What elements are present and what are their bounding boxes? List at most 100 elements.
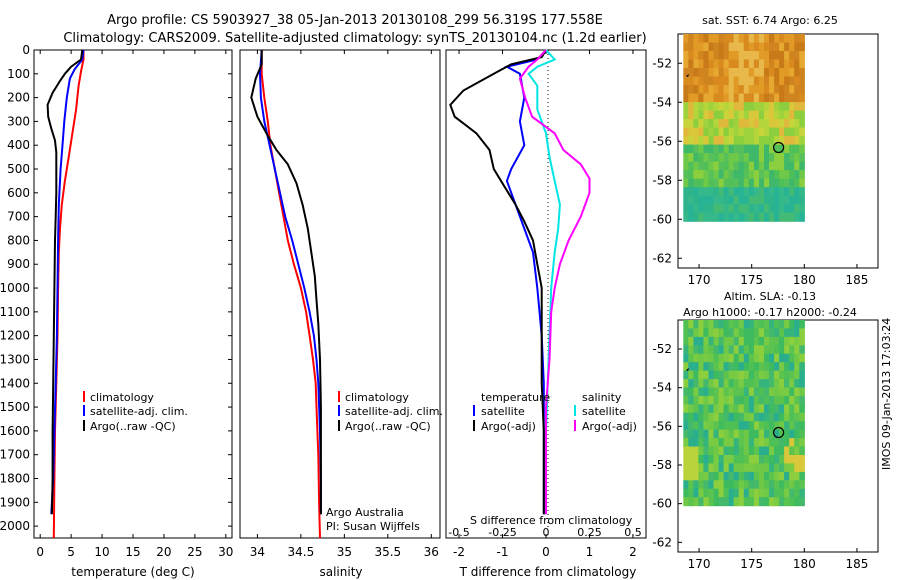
map-cell bbox=[758, 42, 765, 52]
map-cell bbox=[683, 110, 689, 120]
map-cell bbox=[708, 488, 715, 498]
map-cell bbox=[688, 34, 694, 44]
map-cell bbox=[789, 387, 795, 397]
map-cell bbox=[708, 153, 715, 163]
map-cell bbox=[693, 178, 699, 188]
temperature-tick-label: 15 bbox=[125, 545, 140, 559]
map-cell bbox=[728, 195, 735, 205]
map-cell bbox=[693, 480, 699, 490]
map-cell bbox=[784, 187, 790, 197]
map-cell bbox=[708, 34, 715, 44]
map-cell bbox=[779, 387, 785, 397]
map-cell bbox=[789, 429, 795, 439]
map-cell bbox=[688, 42, 694, 52]
map-cell bbox=[799, 76, 805, 86]
map-cell bbox=[794, 480, 800, 490]
lon-tick-label: 175 bbox=[740, 557, 763, 571]
map-cell bbox=[764, 170, 770, 180]
map-cell bbox=[703, 161, 709, 171]
map-cell bbox=[723, 153, 730, 163]
temperature-tick-label: 25 bbox=[187, 545, 202, 559]
map-cell bbox=[733, 59, 740, 69]
map-cell bbox=[789, 320, 795, 329]
map-cell bbox=[728, 34, 735, 44]
map-cell bbox=[693, 102, 699, 112]
map-cell bbox=[723, 136, 730, 146]
map-cell bbox=[723, 42, 730, 52]
map-cell bbox=[774, 370, 780, 380]
map-cell bbox=[693, 345, 699, 355]
map-cell bbox=[743, 404, 750, 414]
map-cell bbox=[708, 110, 715, 120]
map-cell bbox=[748, 195, 755, 205]
map-cell bbox=[688, 85, 694, 95]
map-cell bbox=[728, 480, 735, 490]
lon-tick-label: 170 bbox=[688, 557, 711, 571]
map-cell bbox=[738, 480, 745, 490]
map-cell bbox=[713, 446, 720, 456]
map-cell bbox=[713, 362, 720, 372]
map-cell bbox=[789, 471, 795, 481]
map-cell bbox=[764, 446, 770, 456]
map-cell bbox=[693, 170, 699, 180]
map-cell bbox=[703, 438, 709, 448]
map-cell bbox=[703, 353, 709, 363]
map-cell bbox=[794, 51, 800, 61]
map-cell bbox=[733, 161, 740, 171]
map-cell bbox=[723, 161, 730, 171]
map-cell bbox=[769, 480, 775, 490]
map-cell bbox=[799, 42, 805, 52]
map-cell bbox=[758, 455, 765, 464]
map-cell bbox=[784, 387, 790, 397]
map-cell bbox=[784, 429, 790, 439]
map-cell bbox=[769, 59, 775, 69]
map-cell bbox=[769, 127, 775, 137]
t-diff-tick-label: -2 bbox=[453, 545, 465, 559]
map-cell bbox=[758, 187, 765, 197]
map-cell bbox=[733, 353, 740, 363]
map-cell bbox=[784, 127, 790, 137]
map-cell bbox=[683, 42, 689, 52]
map-cell bbox=[708, 76, 715, 86]
map-cell bbox=[688, 68, 694, 78]
map-cell bbox=[693, 395, 699, 405]
map-cell bbox=[738, 102, 745, 112]
map-cell bbox=[758, 353, 765, 363]
map-cell bbox=[799, 421, 805, 431]
map-cell bbox=[718, 345, 725, 355]
map-cell bbox=[748, 320, 755, 329]
map-cell bbox=[748, 488, 755, 498]
map-cell bbox=[713, 404, 720, 414]
map-cell bbox=[748, 480, 755, 490]
map-cell bbox=[728, 59, 735, 69]
map-cell bbox=[703, 387, 709, 397]
map-cell bbox=[733, 204, 740, 214]
map-cell bbox=[713, 438, 720, 448]
map-cell bbox=[743, 136, 750, 146]
map-cell bbox=[794, 119, 800, 129]
map-cell bbox=[764, 345, 770, 355]
map-cell bbox=[789, 353, 795, 363]
map-cell bbox=[718, 102, 725, 112]
map-cell bbox=[693, 336, 699, 346]
map-cell bbox=[779, 345, 785, 355]
map-cell bbox=[784, 438, 790, 448]
salinity-tick-label: 34.5 bbox=[288, 545, 315, 559]
map-cell bbox=[758, 212, 765, 222]
map-cell bbox=[753, 144, 760, 154]
map-cell bbox=[698, 119, 704, 129]
map-cell bbox=[799, 178, 805, 188]
map-cell bbox=[774, 463, 780, 473]
map-cell bbox=[743, 497, 750, 507]
map-cell bbox=[753, 463, 760, 473]
map-cell bbox=[753, 170, 760, 180]
map-cell bbox=[708, 362, 715, 372]
map-cell bbox=[743, 455, 750, 464]
map-cell bbox=[743, 68, 750, 78]
map-cell bbox=[748, 102, 755, 112]
map-cell bbox=[748, 204, 755, 214]
map-cell bbox=[784, 412, 790, 422]
legend-title-salinity: salinity bbox=[582, 391, 622, 404]
map-cell bbox=[733, 187, 740, 197]
map-cell bbox=[753, 93, 760, 103]
